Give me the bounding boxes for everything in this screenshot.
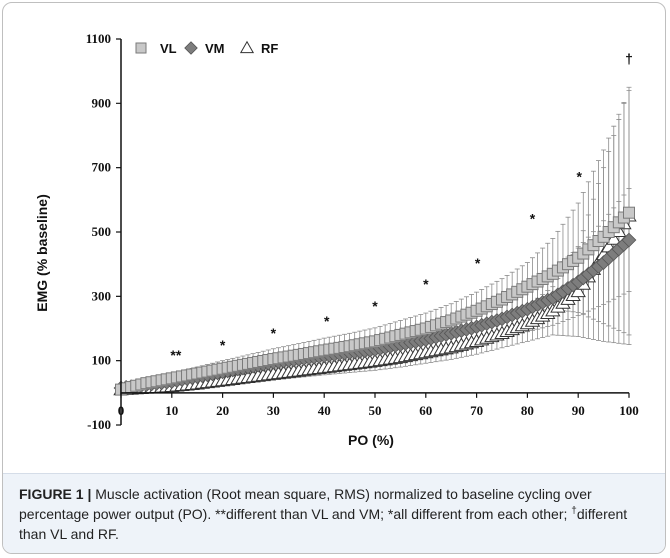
data-markers bbox=[113, 206, 637, 396]
legend-label-vl: VL bbox=[160, 41, 177, 56]
significance-marker: * bbox=[423, 276, 429, 292]
x-tick-label: 40 bbox=[318, 403, 331, 418]
significance-marker: * bbox=[372, 298, 378, 314]
x-tick-label: 30 bbox=[267, 403, 280, 418]
significance-marker: * bbox=[475, 255, 481, 271]
chart-area: -100 100 300 500 700 900 1100 0 10 20 30 40 50 60 70 80… bbox=[3, 3, 665, 473]
significance-annotations: **********† bbox=[170, 50, 632, 363]
y-axis-title: EMG (% baseline) bbox=[34, 194, 50, 311]
x-tick-label: 90 bbox=[572, 403, 585, 418]
y-tick-label: 700 bbox=[92, 160, 112, 175]
y-tick-label: 500 bbox=[92, 224, 112, 239]
rf-data-point bbox=[606, 231, 622, 245]
legend-diamond-icon bbox=[184, 41, 198, 55]
axes: -100 100 300 500 700 900 1100 0 10 20 30 40 50 60 70 80… bbox=[86, 31, 639, 432]
x-axis-title: PO (%) bbox=[348, 432, 394, 448]
vm-data-point bbox=[621, 232, 637, 248]
caption-label: FIGURE 1 | bbox=[19, 486, 92, 502]
significance-marker: ** bbox=[170, 347, 181, 363]
significance-marker: * bbox=[220, 337, 226, 353]
significance-marker: † bbox=[625, 50, 633, 66]
significance-marker: * bbox=[576, 169, 582, 185]
x-tick-label: 80 bbox=[521, 403, 534, 418]
legend-triangle-icon bbox=[239, 40, 255, 54]
x-tick-label: 50 bbox=[369, 403, 382, 418]
legend: VL VM RF bbox=[135, 40, 278, 56]
vl-data-point bbox=[623, 206, 635, 219]
x-tick-label: 0 bbox=[118, 403, 125, 418]
y-tick-label: 100 bbox=[92, 353, 112, 368]
y-tick-label: 300 bbox=[92, 288, 112, 303]
caption-dagger: † bbox=[571, 505, 577, 517]
caption-text: Muscle activation (Root mean square, RMS… bbox=[19, 486, 592, 522]
significance-marker: * bbox=[324, 313, 330, 329]
y-tick-label: 900 bbox=[92, 95, 112, 110]
x-tick-label: 70 bbox=[470, 403, 483, 418]
caption-text-end: different than VL and RF. bbox=[19, 506, 628, 542]
legend-label-vm: VM bbox=[205, 41, 225, 56]
significance-marker: * bbox=[271, 325, 277, 341]
legend-square-icon bbox=[135, 42, 147, 54]
significance-marker: * bbox=[530, 210, 536, 226]
y-tick-label: 1100 bbox=[86, 31, 111, 46]
x-tick-label: 60 bbox=[419, 403, 432, 418]
x-tick-label: 10 bbox=[165, 403, 178, 418]
x-tick-label: 100 bbox=[619, 403, 639, 418]
emg-chart: -100 100 300 500 700 900 1100 0 10 20 30 40 50 60 70 80… bbox=[34, 31, 639, 448]
legend-label-rf: RF bbox=[261, 41, 278, 56]
figure-caption: FIGURE 1 | Muscle activation (Root mean … bbox=[3, 473, 665, 553]
x-tick-label: 20 bbox=[216, 403, 229, 418]
y-tick-label: -100 bbox=[87, 417, 111, 432]
